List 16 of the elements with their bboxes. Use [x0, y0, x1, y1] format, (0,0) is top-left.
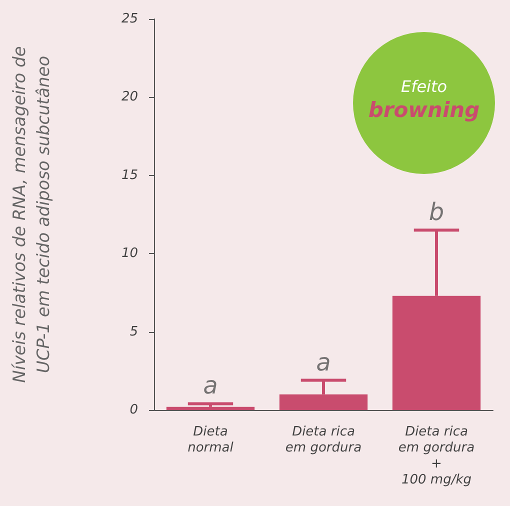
x-tick-label: Dieta rica em gordura	[285, 424, 362, 456]
y-tick-label: 15	[121, 168, 138, 183]
annotation: b	[428, 198, 444, 226]
annotation: a	[203, 372, 218, 400]
x-tick-label: Dieta rica em gordura + 100 mg/kg	[398, 424, 475, 488]
y-tick-label: 25	[121, 12, 138, 26]
y-axis-title: Níveis relativos de RNA, mensageiro de UCP-1 em tecido adiposo subcutâneo	[10, 46, 54, 383]
bar	[166, 406, 255, 410]
annotation: Efeito	[400, 77, 448, 96]
y-tick-label: 0	[130, 402, 138, 418]
y-tick-label: 5	[130, 324, 138, 340]
annotation: a	[316, 348, 331, 376]
y-tick-label: 10	[121, 246, 138, 262]
y-tick-label: 20	[121, 90, 138, 105]
annotation: browning	[367, 98, 481, 122]
x-tick-label: Dieta normal	[188, 424, 234, 456]
